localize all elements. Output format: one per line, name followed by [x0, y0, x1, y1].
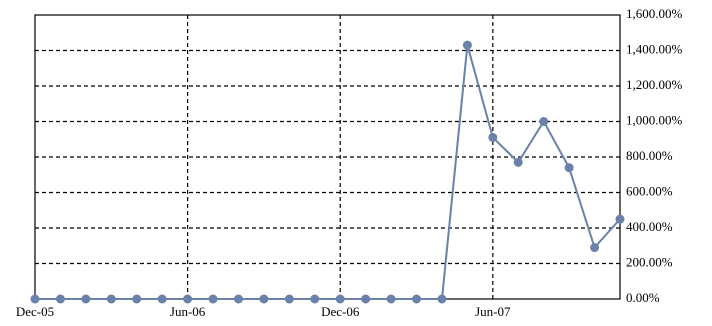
- y-tick-label: 1,400.00%: [626, 41, 683, 56]
- data-point: [81, 294, 91, 304]
- data-point: [259, 294, 269, 304]
- data-point: [564, 163, 574, 173]
- y-tick-label: 1,000.00%: [626, 112, 683, 127]
- data-point: [590, 243, 600, 253]
- data-point: [488, 132, 498, 142]
- y-tick-label: 400.00%: [626, 219, 673, 234]
- data-point: [132, 294, 142, 304]
- data-point: [208, 294, 218, 304]
- x-tick-label: Jun-07: [475, 304, 511, 319]
- x-tick-label: Jun-06: [170, 304, 206, 319]
- data-point: [55, 294, 65, 304]
- y-tick-label: 0.00%: [626, 290, 660, 305]
- y-tick-label: 800.00%: [626, 148, 673, 163]
- data-point: [462, 40, 472, 50]
- y-tick-label: 1,200.00%: [626, 77, 683, 92]
- data-point: [233, 294, 243, 304]
- data-point: [437, 294, 447, 304]
- data-point: [361, 294, 371, 304]
- y-tick-label: 1,600.00%: [626, 6, 683, 21]
- data-point: [284, 294, 294, 304]
- data-point: [513, 157, 523, 167]
- y-tick-label: 200.00%: [626, 254, 673, 269]
- data-point: [335, 294, 345, 304]
- data-point: [310, 294, 320, 304]
- data-point: [386, 294, 396, 304]
- data-point: [183, 294, 193, 304]
- data-point: [106, 294, 116, 304]
- series-line: [35, 44, 621, 300]
- data-point: [412, 294, 422, 304]
- data-point: [615, 214, 625, 224]
- data-point: [539, 117, 549, 126]
- data-point: [30, 294, 40, 304]
- y-tick-label: 600.00%: [626, 183, 673, 198]
- data-point: [157, 294, 167, 304]
- x-tick-label: Dec-05: [16, 304, 54, 319]
- x-tick-label: Dec-06: [321, 304, 360, 319]
